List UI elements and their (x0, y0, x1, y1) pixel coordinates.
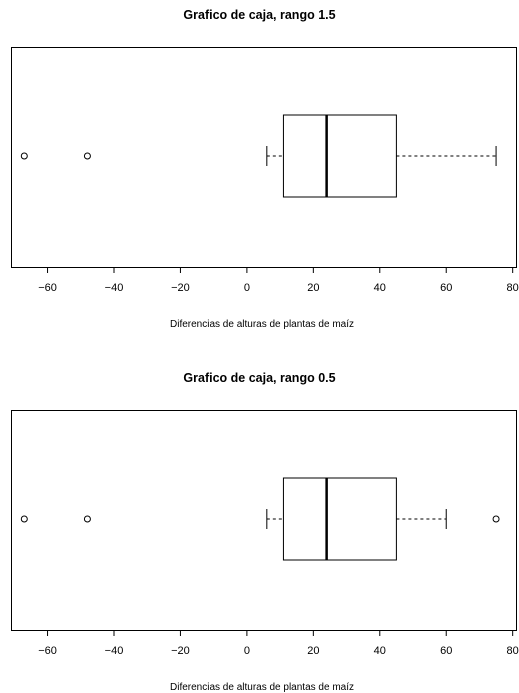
x-tick-label: 40 (374, 282, 386, 294)
x-tick-label: −60 (38, 645, 57, 657)
outlier-point-2 (83, 152, 91, 160)
plot-frame (11, 410, 517, 631)
x-axis-label: Diferencias de alturas de plantas de maí… (170, 319, 354, 330)
iqr-box (282, 477, 397, 561)
x-axis-label: Diferencias de alturas de plantas de maí… (170, 682, 354, 693)
x-tick-label: −20 (171, 282, 190, 294)
x-tick-label: −40 (105, 282, 124, 294)
iqr-box (282, 114, 397, 198)
x-tick-label: 20 (307, 645, 319, 657)
outlier-point-1 (20, 515, 28, 523)
x-tick-label: 80 (507, 645, 519, 657)
outlier-point-1 (20, 152, 28, 160)
outlier-point-3 (492, 515, 500, 523)
x-tick-label: 60 (440, 645, 452, 657)
x-tick-label: 40 (374, 645, 386, 657)
chart-title: Grafico de caja, rango 0.5 (183, 371, 335, 385)
boxplot-panel-2: Grafico de caja, rango 0.5 −60 −40 −20 0 20 40… (11, 371, 519, 693)
outlier-point-2 (83, 515, 91, 523)
x-tick-label: 0 (244, 282, 250, 294)
x-tick-label: 0 (244, 645, 250, 657)
x-tick-label: −60 (38, 282, 57, 294)
x-tick-label: 80 (507, 282, 519, 294)
x-tick-label: 20 (307, 282, 319, 294)
boxplot-panel-1: Grafico de caja, rango 1.5 −60 −40 −20 0 20 40… (11, 8, 519, 330)
x-tick-label: 60 (440, 282, 452, 294)
x-tick-label: −40 (105, 645, 124, 657)
chart-title: Grafico de caja, rango 1.5 (183, 8, 335, 22)
plot-frame (11, 47, 517, 268)
x-tick-label: −20 (171, 645, 190, 657)
